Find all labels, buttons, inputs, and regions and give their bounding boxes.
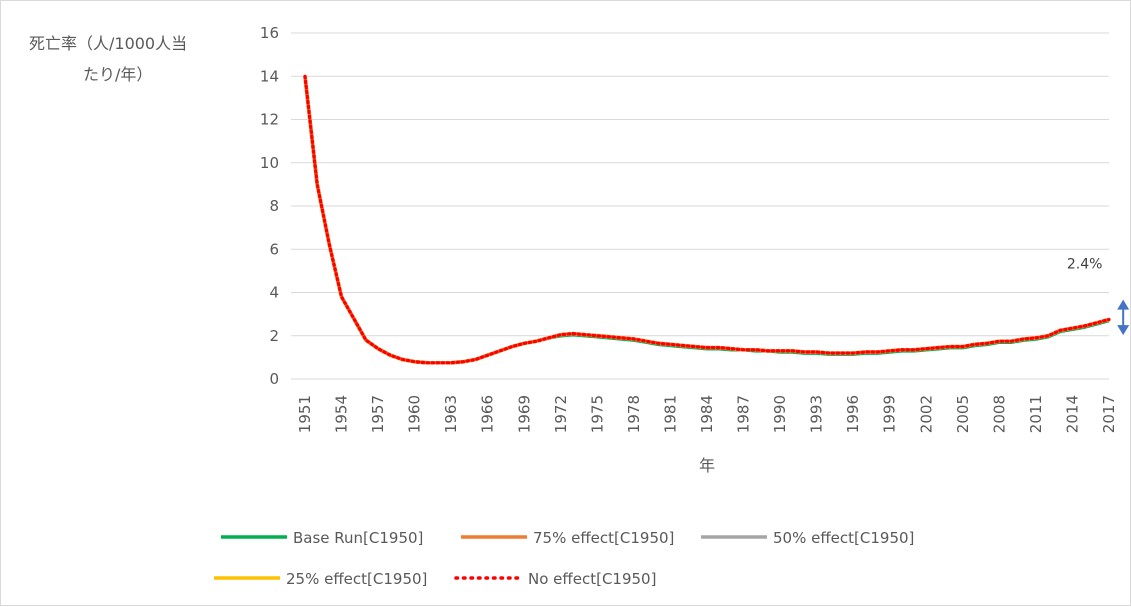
x-tick-label: 1978 xyxy=(625,395,643,433)
y-axis-label-line-2: たり/年） xyxy=(83,65,152,84)
y-tick-label: 16 xyxy=(260,24,279,42)
x-tick-label: 1987 xyxy=(735,395,753,433)
x-tick-label: 1957 xyxy=(369,395,387,433)
x-tick-label: 1963 xyxy=(442,395,460,433)
legend-label-4: No effect[C1950] xyxy=(528,570,656,588)
y-tick-label: 10 xyxy=(260,154,279,172)
range-marker-arrow xyxy=(1117,299,1130,336)
legend-label-0: Base Run[C1950] xyxy=(293,529,423,547)
x-tick-label: 2014 xyxy=(1063,395,1081,433)
range-marker-up-arrow xyxy=(1117,299,1130,310)
x-tick-label: 2002 xyxy=(917,395,935,433)
x-tick-label: 1972 xyxy=(552,395,570,433)
legend-label-3: 25% effect[C1950] xyxy=(286,570,427,588)
x-tick-label: 1990 xyxy=(771,395,789,433)
x-tick-label: 1954 xyxy=(333,395,351,433)
y-tick-label: 6 xyxy=(269,240,279,258)
y-tick-labels: 0 2 4 6 8 10 12 14 16 xyxy=(260,24,279,388)
x-tick-label: 1981 xyxy=(661,395,679,433)
x-tick-label: 2011 xyxy=(1027,395,1045,433)
x-tick-label: 1969 xyxy=(515,395,533,433)
legend: Base Run[C1950] 75% effect[C1950] 50% effe… xyxy=(214,529,914,588)
y-tick-label: 8 xyxy=(269,197,279,215)
x-tick-label: 1993 xyxy=(808,395,826,433)
x-axis-label: 年 xyxy=(699,456,715,475)
y-tick-label: 0 xyxy=(269,370,279,388)
series-line-4 xyxy=(303,74,1111,365)
legend-label-1: 75% effect[C1950] xyxy=(533,529,674,547)
y-tick-label: 4 xyxy=(269,284,279,302)
y-tick-label: 2 xyxy=(269,327,279,345)
x-tick-label: 1996 xyxy=(844,395,862,433)
x-tick-label: 2005 xyxy=(954,395,972,433)
x-tick-label: 1960 xyxy=(406,395,424,433)
x-tick-labels: 1951 1954 1957 1960 1963 1966 1969 1972 1975 1978… xyxy=(296,395,1118,433)
x-tick-label: 2017 xyxy=(1100,395,1118,433)
x-tick-label: 1999 xyxy=(881,395,899,433)
range-marker-down-arrow xyxy=(1117,325,1130,336)
gridlines xyxy=(291,32,1109,380)
series-lines xyxy=(303,74,1111,365)
x-tick-label: 1966 xyxy=(479,395,497,433)
y-axis-label-line-1: 死亡率（人/1000人当 xyxy=(29,34,187,53)
x-tick-label: 1975 xyxy=(588,395,606,433)
x-tick-label: 2008 xyxy=(990,395,1008,433)
annotation-percent: 2.4% xyxy=(1067,257,1103,273)
x-tick-label: 1984 xyxy=(698,395,716,433)
x-tick-label: 1951 xyxy=(296,395,314,433)
legend-label-2: 50% effect[C1950] xyxy=(773,529,914,547)
y-tick-label: 14 xyxy=(260,67,279,85)
y-tick-label: 12 xyxy=(260,111,279,129)
